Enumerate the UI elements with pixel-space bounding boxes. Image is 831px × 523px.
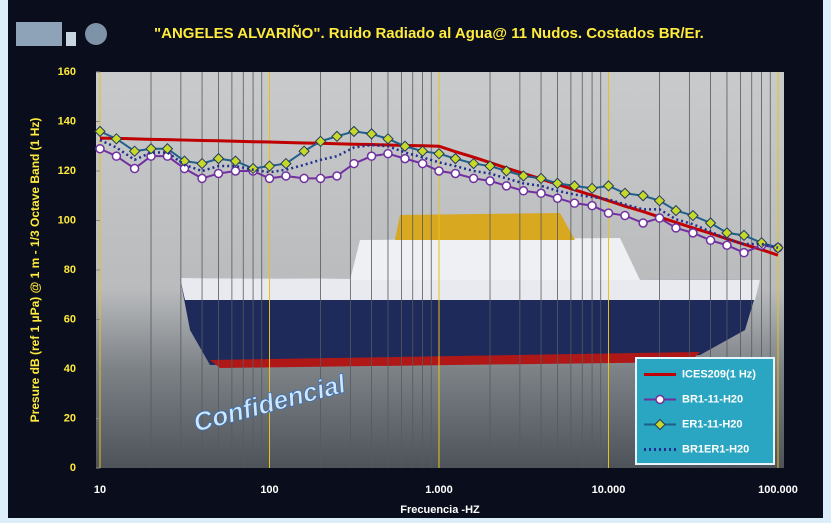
data-point: [689, 229, 697, 237]
legend-label: ER1-11-H20: [682, 418, 743, 430]
data-point: [198, 174, 206, 182]
legend-marker: [656, 396, 664, 404]
data-point: [639, 219, 647, 227]
y-tick-label: 0: [70, 462, 76, 474]
x-tick-label: 10: [94, 484, 106, 496]
x-tick-label: 1.000: [425, 484, 453, 496]
chart-title: "ANGELES ALVARIÑO". Ruido Radiado al Agu…: [154, 24, 704, 42]
legend-label: BR1-11-H20: [682, 393, 743, 405]
data-point: [723, 241, 731, 249]
y-tick-label: 20: [64, 412, 76, 424]
data-point: [656, 214, 664, 222]
x-tick-label: 100: [260, 484, 278, 496]
data-point: [570, 199, 578, 207]
y-tick-label: 140: [58, 115, 76, 127]
data-point: [537, 189, 545, 197]
data-point: [605, 209, 613, 217]
y-tick-label: 160: [58, 66, 76, 78]
data-point: [401, 155, 409, 163]
y-tick-label: 80: [64, 264, 76, 276]
y-axis-title: Presure dB (ref 1 µPa) @ 1 m - 1/3 Octav…: [28, 118, 42, 423]
data-point: [451, 169, 459, 177]
y-tick-label: 60: [64, 313, 76, 325]
data-point: [231, 167, 239, 175]
data-point: [588, 202, 596, 210]
data-point: [707, 236, 715, 244]
data-point: [131, 165, 139, 173]
data-point: [519, 187, 527, 195]
y-tick-label: 120: [58, 165, 76, 177]
data-point: [486, 177, 494, 185]
data-point: [112, 152, 120, 160]
data-point: [502, 182, 510, 190]
legend: ICES209(1 Hz) BR1-11-H20 ER1-11-H20 BR1ER1-…: [636, 358, 774, 464]
x-tick-label: 100.000: [758, 484, 798, 496]
legend-label: BR1ER1-H20: [682, 443, 749, 455]
data-point: [384, 150, 392, 158]
y-tick-label: 40: [64, 363, 76, 375]
legend-label: ICES209(1 Hz): [682, 368, 756, 380]
x-axis-title: Frecuencia -HZ: [400, 504, 480, 516]
chart: "ANGELES ALVARIÑO". Ruido Radiado al Agu…: [0, 0, 831, 523]
data-point: [333, 172, 341, 180]
y-tick-label: 100: [58, 214, 76, 226]
data-point: [368, 152, 376, 160]
data-point: [740, 249, 748, 257]
data-point: [419, 160, 427, 168]
data-point: [553, 194, 561, 202]
data-point: [266, 174, 274, 182]
data-point: [621, 212, 629, 220]
data-point: [672, 224, 680, 232]
logo: [16, 22, 107, 46]
page: "ANGELES ALVARIÑO". Ruido Radiado al Agu…: [0, 0, 831, 523]
data-point: [317, 174, 325, 182]
x-tick-label: 10.000: [592, 484, 626, 496]
data-point: [300, 174, 308, 182]
data-point: [350, 160, 358, 168]
data-point: [214, 169, 222, 177]
data-point: [282, 172, 290, 180]
data-point: [435, 167, 443, 175]
data-point: [470, 174, 478, 182]
data-point: [96, 145, 104, 153]
